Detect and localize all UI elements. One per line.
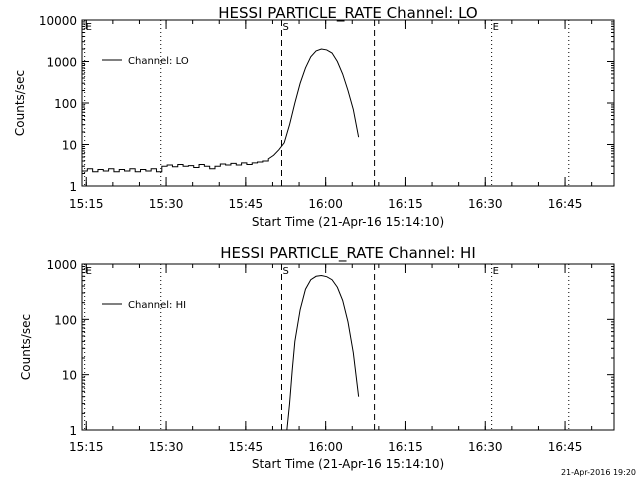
y-tick-label: 10 (62, 369, 77, 383)
x-tick-label: 15:15 (69, 440, 104, 454)
x-tick-label: 16:30 (468, 197, 503, 211)
y-tick-label: 100 (54, 313, 77, 327)
x-tick-label: 16:15 (388, 197, 423, 211)
event-marker-label: S (283, 22, 289, 33)
chart-title: HESSI PARTICLE_RATE Channel: HI (220, 244, 476, 263)
x-tick-label: 16:15 (388, 440, 423, 454)
x-tick-label: 16:00 (308, 440, 343, 454)
x-tick-label: 15:45 (229, 440, 264, 454)
event-marker-label: E (86, 22, 92, 33)
series-line (286, 274, 360, 431)
x-tick-label: 16:30 (468, 440, 503, 454)
x-axis-label: Start Time (21-Apr-16 15:14:10) (252, 457, 444, 471)
y-tick-label: 10000 (39, 14, 77, 28)
x-tick-label: 15:30 (149, 440, 184, 454)
series-line (82, 48, 360, 173)
legend-label: Channel: HI (128, 300, 186, 311)
x-tick-label: 16:45 (548, 440, 583, 454)
y-axis-label: Counts/sec (13, 70, 27, 136)
y-tick-label: 1000 (46, 56, 77, 70)
legend-label: Channel: LO (128, 56, 189, 67)
chart-panel-lo: HESSI PARTICLE_RATE Channel: LO E S E 1 10 100… (13, 4, 615, 229)
y-tick-label: 10 (62, 139, 77, 153)
event-marker-label: S (283, 266, 289, 277)
event-marker-label: E (86, 266, 92, 277)
x-tick-label: 15:45 (229, 197, 264, 211)
x-tick-label: 15:30 (149, 197, 184, 211)
plot-frame (81, 263, 615, 431)
event-marker-label: E (493, 266, 499, 277)
x-tick-label: 15:15 (69, 197, 104, 211)
chart-panel-hi: HESSI PARTICLE_RATE Channel: HI E S E 1 10 100… (19, 244, 615, 471)
footer-timestamp: 21-Apr-2016 19:20 (561, 468, 636, 477)
x-tick-label: 16:45 (548, 197, 583, 211)
y-tick-label: 1000 (46, 258, 77, 272)
plot-frame (81, 19, 615, 187)
y-tick-label: 1 (69, 424, 77, 438)
x-axis-label: Start Time (21-Apr-16 15:14:10) (252, 215, 444, 229)
x-tick-label: 16:00 (308, 197, 343, 211)
y-tick-label: 100 (54, 97, 77, 111)
y-tick-label: 1 (69, 180, 77, 194)
event-marker-label: E (493, 22, 499, 33)
chart-title: HESSI PARTICLE_RATE Channel: LO (218, 4, 477, 23)
y-axis-label: Counts/sec (19, 314, 33, 380)
